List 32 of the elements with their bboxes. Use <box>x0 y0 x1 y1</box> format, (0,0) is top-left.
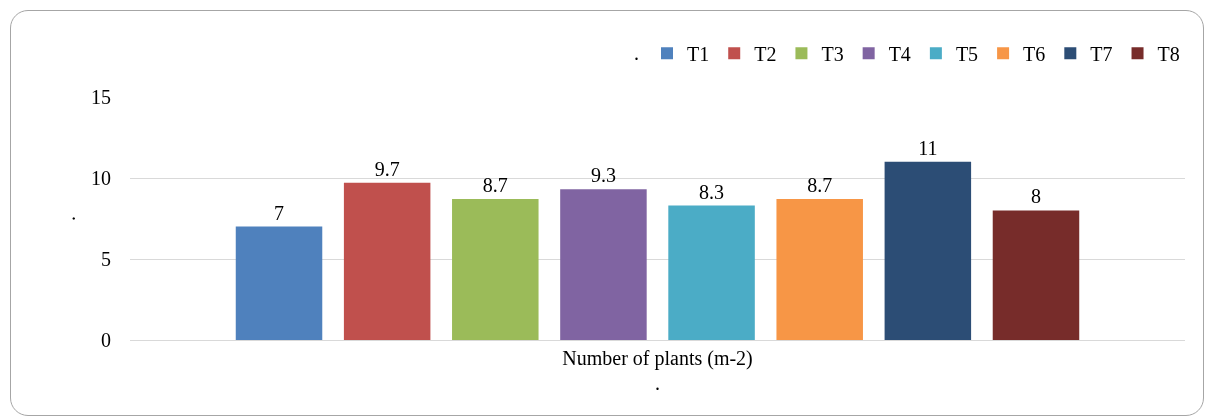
data-label: 8.7 <box>482 174 508 197</box>
bar <box>560 189 647 340</box>
bar <box>884 161 972 340</box>
bar <box>776 199 863 340</box>
data-label: 9.7 <box>374 157 400 180</box>
legend-label: T7 <box>1090 43 1113 65</box>
legend-label: T5 <box>955 43 979 65</box>
y-tick-label: 5 <box>101 248 111 270</box>
data-label: 7 <box>274 201 285 224</box>
data-label: 11 <box>918 136 938 159</box>
legend-label: T2 <box>754 43 777 65</box>
legend-label: T4 <box>888 43 911 65</box>
data-label: 8 <box>1030 185 1041 208</box>
legend-label: T6 <box>1023 43 1046 65</box>
legend-label: T3 <box>821 43 844 65</box>
y-tick-label: 0 <box>101 329 111 351</box>
bar <box>452 199 539 340</box>
x-axis-title: . <box>655 371 660 394</box>
data-label: 9.3 <box>590 164 616 187</box>
bar <box>343 182 431 340</box>
y-tick-label: 10 <box>91 167 111 189</box>
legend-label: T1 <box>687 43 710 65</box>
x-tick-label: Number of plants (m-2) <box>562 347 753 370</box>
data-label: 8.7 <box>807 174 833 197</box>
legend-title: . <box>56 216 79 221</box>
y-tick-label: 15 <box>91 86 111 108</box>
bar <box>668 205 755 340</box>
bar <box>235 226 323 340</box>
legend-label: T8 <box>1157 43 1180 65</box>
bar <box>992 210 1080 340</box>
y-axis-title: . <box>634 41 639 64</box>
data-label: 8.3 <box>699 180 725 203</box>
